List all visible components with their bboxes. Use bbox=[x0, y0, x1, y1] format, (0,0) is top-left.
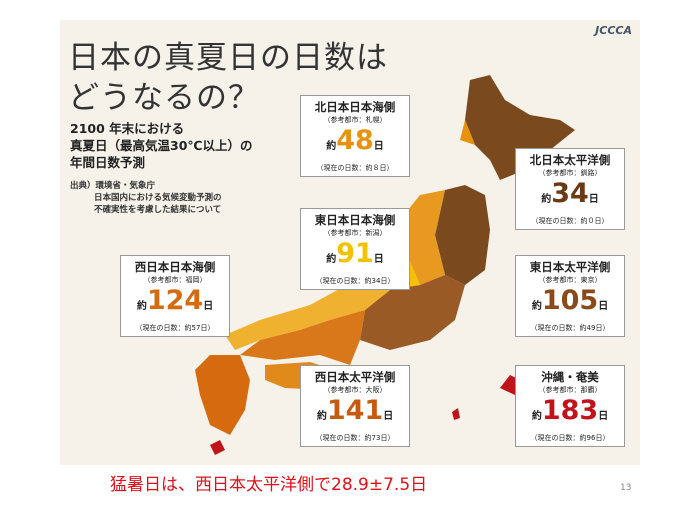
hokkaido bbox=[465, 75, 575, 180]
prefix: 約 bbox=[326, 141, 337, 152]
days: 91 bbox=[336, 238, 374, 269]
reference-city: （参考都市：札幌） bbox=[323, 116, 387, 124]
island bbox=[210, 440, 225, 455]
unit: 日 bbox=[373, 254, 384, 265]
region-box: 西日本日本海側 （参考都市：福岡） 約124日 （現在の日数：約57日） bbox=[120, 255, 230, 337]
prefix: 約 bbox=[326, 254, 337, 265]
days: 124 bbox=[146, 285, 204, 316]
reference-city: （参考都市：那覇） bbox=[538, 386, 602, 394]
source: 出典）環境省・気象庁日本国内における気候変動予測の 不確実性を考慮した結果について bbox=[70, 180, 222, 216]
unit: 日 bbox=[383, 411, 394, 422]
subtitle-line: 真夏日（最高気温30℃以上）の bbox=[70, 138, 253, 153]
region-box: 東日本太平洋側 （参考都市：東京） 約105日 （現在の日数：約49日） bbox=[515, 255, 625, 337]
projection: 約105日 bbox=[516, 285, 624, 323]
kyushu bbox=[195, 355, 250, 435]
source-line: 不確実性を考慮した結果について bbox=[94, 205, 222, 215]
current-days: （現在の日数：約57日） bbox=[135, 324, 215, 332]
projection: 約183日 bbox=[516, 395, 624, 433]
reference-city: （参考都市：新潟） bbox=[323, 229, 387, 237]
region-name: 東日本太平洋側 bbox=[529, 260, 611, 274]
unit: 日 bbox=[598, 301, 609, 312]
projection: 約48日 bbox=[301, 125, 409, 163]
subtitle-line: 2100 年末における bbox=[70, 121, 185, 136]
current-days: （現在の日数：約73日） bbox=[315, 434, 395, 442]
days: 34 bbox=[551, 178, 589, 209]
current-days: （現在の日数：約34日） bbox=[315, 277, 395, 285]
unit: 日 bbox=[203, 301, 214, 312]
days: 105 bbox=[541, 285, 599, 316]
chugoku-sea bbox=[225, 275, 390, 350]
current-days: （現在の日数：約０日） bbox=[531, 217, 609, 225]
infographic: JCCCA 日本の真夏日の日数は どうなるの？ 2100 年末における真夏日（最高… bbox=[60, 20, 640, 465]
current-days: （現在の日数：約８日） bbox=[316, 164, 394, 172]
prefix: 約 bbox=[136, 301, 147, 312]
prefix: 約 bbox=[541, 194, 552, 205]
subtitle: 2100 年末における真夏日（最高気温30℃以上）の 年間日数予測 bbox=[70, 120, 253, 171]
prefix: 約 bbox=[531, 301, 542, 312]
current-days: （現在の日数：約96日） bbox=[530, 434, 610, 442]
current-days: （現在の日数：約49日） bbox=[530, 324, 610, 332]
tohoku-pacific bbox=[435, 185, 490, 285]
region-name: 東日本日本海側 bbox=[314, 213, 396, 227]
region-box: 西日本太平洋側 （参考都市：大阪） 約141日 （現在の日数：約73日） bbox=[300, 365, 410, 447]
region-name: 西日本太平洋側 bbox=[314, 370, 396, 384]
days: 48 bbox=[336, 125, 374, 156]
unit: 日 bbox=[588, 194, 599, 205]
reference-city: （参考都市：福岡） bbox=[143, 276, 207, 284]
projection: 約141日 bbox=[301, 395, 409, 433]
island bbox=[452, 408, 460, 420]
kinki-chugoku bbox=[240, 310, 365, 365]
region-name: 西日本日本海側 bbox=[134, 260, 216, 274]
source-line: 出典）環境省・気象庁 bbox=[70, 181, 156, 191]
caption: 猛暑日は、西日本太平洋側で28.9±7.5日 bbox=[110, 475, 428, 495]
prefix: 約 bbox=[316, 411, 327, 422]
kanto-tokai bbox=[360, 275, 465, 350]
reference-city: （参考都市：釧路） bbox=[538, 169, 602, 177]
days: 183 bbox=[541, 395, 599, 426]
prefix: 約 bbox=[531, 411, 542, 422]
title-line: どうなるの？ bbox=[68, 80, 260, 116]
region-name: 北日本日本海側 bbox=[314, 100, 396, 114]
projection: 約124日 bbox=[121, 285, 229, 323]
subtitle-line: 年間日数予測 bbox=[70, 155, 146, 170]
tohoku-sea bbox=[400, 190, 445, 285]
source-line: 日本国内における気候変動予測の bbox=[94, 193, 222, 203]
region-name: 北日本太平洋側 bbox=[529, 153, 611, 167]
title: 日本の真夏日の日数は どうなるの？ bbox=[68, 38, 388, 118]
projection: 約34日 bbox=[516, 178, 624, 216]
days: 141 bbox=[326, 395, 384, 426]
unit: 日 bbox=[373, 141, 384, 152]
unit: 日 bbox=[598, 411, 609, 422]
japan-map bbox=[195, 75, 575, 455]
region-box: 北日本日本海側 （参考都市：札幌） 約48日 （現在の日数：約８日） bbox=[300, 95, 410, 177]
logo: JCCCA bbox=[595, 24, 632, 37]
region-box: 沖縄・奄美 （参考都市：那覇） 約183日 （現在の日数：約96日） bbox=[515, 365, 625, 447]
reference-city: （参考都市：大阪） bbox=[323, 386, 387, 394]
title-line: 日本の真夏日の日数は bbox=[68, 40, 388, 76]
region-box: 北日本太平洋側 （参考都市：釧路） 約34日 （現在の日数：約０日） bbox=[515, 148, 625, 230]
region-name: 沖縄・奄美 bbox=[541, 370, 599, 384]
reference-city: （参考都市：東京） bbox=[538, 276, 602, 284]
hokkaido-west bbox=[460, 120, 475, 145]
projection: 約91日 bbox=[301, 238, 409, 276]
region-box: 東日本日本海側 （参考都市：新潟） 約91日 （現在の日数：約34日） bbox=[300, 208, 410, 290]
page-number: 13 bbox=[620, 483, 632, 493]
